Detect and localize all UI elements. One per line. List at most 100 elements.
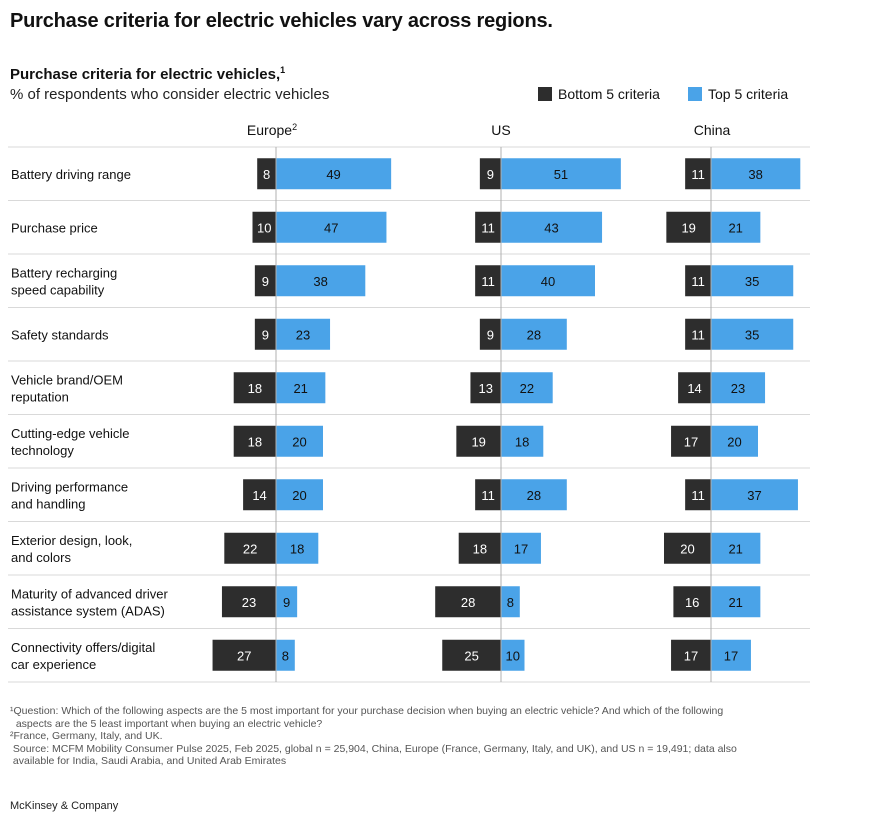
data-label-top: 21 [293, 381, 307, 396]
category-label: Maturity of advanced driver [11, 586, 168, 601]
category-label: and colors [11, 550, 71, 565]
panel-header-china: China [694, 122, 731, 138]
data-label-top: 40 [541, 274, 555, 289]
data-label-top: 8 [282, 648, 289, 663]
bar-bottom-china [678, 372, 711, 404]
bar-top-us [501, 479, 567, 511]
bar-bottom-europe [224, 532, 276, 564]
data-label-top: 9 [283, 595, 290, 610]
data-label-bottom: 18 [248, 434, 262, 449]
bar-top-europe [276, 265, 366, 297]
bar-top-us [501, 372, 553, 404]
legend-item-top: Top 5 criteria [688, 86, 788, 102]
bar-top-europe [276, 479, 323, 511]
category-label: Cutting-edge vehicle [11, 426, 130, 441]
data-label-top: 20 [727, 434, 741, 449]
data-label-top: 8 [507, 595, 514, 610]
data-label-bottom: 11 [481, 220, 495, 235]
data-label-bottom: 17 [684, 648, 698, 663]
footnote-source: Source: MCFM Mobility Consumer Pulse 202… [12, 742, 737, 768]
category-label: speed capability [11, 282, 105, 297]
bar-bottom-europe [233, 372, 276, 404]
data-label-bottom: 17 [684, 434, 698, 449]
bar-top-us [501, 318, 567, 350]
bar-bottom-china [664, 532, 711, 564]
bar-bottom-us [442, 639, 501, 671]
data-label-bottom: 14 [687, 381, 701, 396]
data-label-bottom: 22 [243, 541, 257, 556]
bar-bottom-china [685, 265, 711, 297]
category-label: Driving performance [11, 479, 128, 494]
data-label-bottom: 19 [681, 220, 695, 235]
data-label-bottom: 9 [262, 274, 269, 289]
bar-bottom-us [470, 372, 501, 404]
data-label-top: 18 [290, 541, 304, 556]
bar-bottom-europe [243, 479, 276, 511]
bar-bottom-china [666, 211, 711, 243]
bar-bottom-china [673, 586, 711, 618]
data-label-bottom: 13 [478, 381, 492, 396]
data-label-top: 20 [292, 488, 306, 503]
legend-item-bottom: Bottom 5 criteria [538, 86, 660, 102]
category-label: car experience [11, 657, 96, 672]
data-label-bottom: 18 [473, 541, 487, 556]
bar-top-china [711, 318, 794, 350]
bar-top-china [711, 586, 761, 618]
data-label-top: 20 [292, 434, 306, 449]
bar-chart: Europe2 US China Battery driving range Purch… [8, 122, 810, 683]
bar-bottom-us [475, 211, 501, 243]
category-label: Battery driving range [11, 167, 131, 182]
bar-top-us [501, 586, 520, 618]
data-label-top: 17 [514, 541, 528, 556]
bar-bottom-us [479, 158, 501, 190]
bar-bottom-europe [221, 586, 276, 618]
category-label: Vehicle brand/OEM [11, 372, 123, 387]
category-label: Exterior design, look, [11, 533, 132, 548]
legend-swatch-top [688, 87, 702, 101]
bar-bottom-china [671, 425, 711, 457]
data-label-bottom: 10 [257, 220, 271, 235]
data-label-bottom: 9 [487, 327, 494, 342]
data-label-bottom: 11 [691, 488, 705, 503]
data-label-bottom: 25 [464, 648, 478, 663]
data-label-top: 38 [313, 274, 327, 289]
bar-top-us [501, 425, 544, 457]
bar-bottom-europe [252, 211, 276, 243]
data-label-top: 10 [506, 648, 520, 663]
bar-top-europe [276, 532, 319, 564]
data-label-bottom: 9 [262, 327, 269, 342]
bar-top-europe [276, 639, 295, 671]
data-label-top: 37 [747, 488, 761, 503]
chart-title-text: Purchase criteria for electric vehicles, [10, 66, 281, 83]
bar-bottom-us [456, 425, 501, 457]
data-label-bottom: 11 [691, 274, 705, 289]
legend-swatch-bottom [538, 87, 552, 101]
bar-bottom-europe [257, 158, 276, 190]
data-label-top: 21 [728, 220, 742, 235]
bar-top-europe [276, 372, 326, 404]
bar-bottom-europe [233, 425, 276, 457]
bar-top-china [711, 479, 798, 511]
bar-top-europe [276, 211, 387, 243]
data-label-bottom: 11 [691, 167, 705, 182]
bar-bottom-us [475, 479, 501, 511]
category-label: reputation [11, 389, 69, 404]
bar-top-us [501, 211, 603, 243]
category-label: Purchase price [11, 220, 98, 235]
chart-title: Purchase criteria for electric vehicles,… [10, 65, 285, 83]
category-label: Connectivity offers/digital [11, 640, 155, 655]
category-label: assistance system (ADAS) [11, 603, 165, 618]
data-label-top: 23 [296, 327, 310, 342]
data-label-bottom: 20 [680, 541, 694, 556]
page-headline: Purchase criteria for electric vehicles … [10, 10, 553, 32]
bar-top-china [711, 211, 761, 243]
data-label-bottom: 19 [471, 434, 485, 449]
data-label-top: 49 [326, 167, 340, 182]
bar-bottom-europe [212, 639, 276, 671]
data-label-bottom: 11 [691, 327, 705, 342]
data-label-bottom: 9 [487, 167, 494, 182]
footnotes: ¹Question: Which of the following aspect… [10, 705, 790, 768]
panel-header-us: US [491, 122, 510, 138]
data-label-bottom: 14 [252, 488, 266, 503]
brand-logo-text: McKinsey & Company [10, 800, 119, 812]
